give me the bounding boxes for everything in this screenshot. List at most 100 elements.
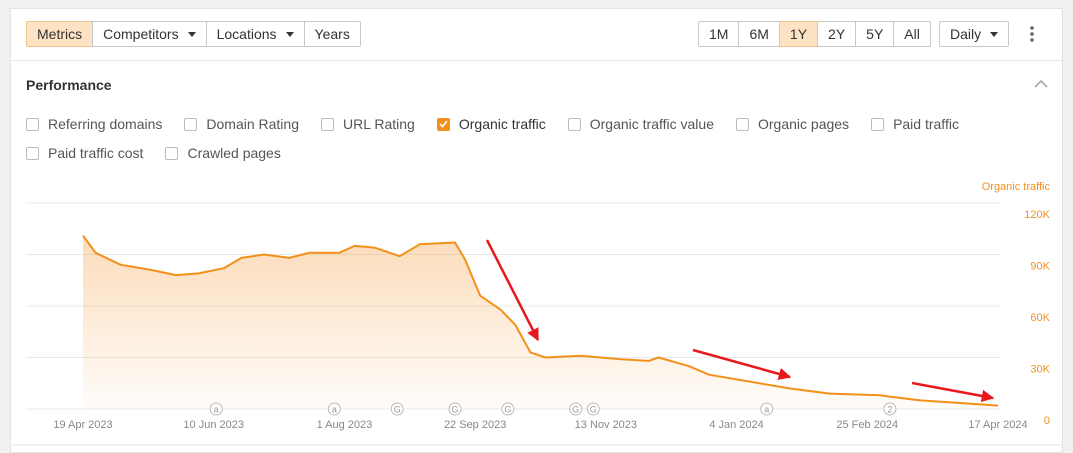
checkbox <box>567 117 581 131</box>
range-label: 2Y <box>828 26 846 42</box>
plot: 0 30K 60K 90K 120K 19 Apr 2023 10 Jun 2023 1 Au… <box>26 202 1051 431</box>
y-tick-label: 60K <box>1030 312 1050 324</box>
tab-label: Metrics <box>37 26 83 42</box>
section-title: Performance <box>26 77 112 93</box>
range-label: 1M <box>709 26 729 42</box>
event-marker <box>209 402 223 416</box>
line <box>82 235 999 407</box>
arrow <box>485 239 540 342</box>
checkbox <box>736 117 749 131</box>
range-button[interactable]: All <box>893 21 931 47</box>
event-marker-label: G <box>452 405 459 415</box>
tab-label: Years <box>314 26 350 42</box>
metric-label: Domain Rating <box>206 116 299 132</box>
tab-button[interactable]: Locations <box>205 21 305 47</box>
metric-label: Crawled pages <box>187 145 281 161</box>
interval-group: Daily <box>939 21 1010 47</box>
checkbox <box>321 117 334 131</box>
checkbox <box>184 117 198 131</box>
range-button[interactable]: 6M <box>738 21 780 47</box>
event-marker <box>586 402 600 416</box>
caret <box>990 31 999 37</box>
metric-toggle[interactable]: URL Rating <box>321 115 415 133</box>
event-marker-label: a <box>214 405 219 415</box>
y-tick-label: 0 <box>1044 415 1050 427</box>
event-marker <box>448 402 462 416</box>
y-tick-label: 30K <box>1030 364 1050 376</box>
event-marker-label: G <box>394 405 401 415</box>
x-tick-label: 25 Feb 2024 <box>836 419 898 431</box>
range-button[interactable]: 1M <box>698 21 740 47</box>
y-tick-label: 90K <box>1030 261 1050 273</box>
checkbox <box>871 117 885 131</box>
metric-toggle[interactable]: Organic pages <box>736 115 849 133</box>
metric-toggle[interactable]: Domain Rating <box>184 115 299 133</box>
interval-label: Daily <box>950 26 982 42</box>
caret <box>187 31 196 37</box>
x-tick-label: 4 Jan 2024 <box>709 419 763 431</box>
metric-toggle[interactable]: Referring domains <box>26 115 162 133</box>
annotation-arrows <box>485 239 995 403</box>
metric-toggle[interactable]: Crawled pages <box>165 144 281 162</box>
metric-label: Paid traffic cost <box>48 145 144 161</box>
arrow <box>692 348 792 381</box>
range-label: 1Y <box>789 26 808 42</box>
checkbox <box>436 117 450 131</box>
tab-button[interactable]: Competitors <box>92 21 207 47</box>
metric-label: Organic traffic <box>458 116 546 132</box>
arrow <box>911 381 995 403</box>
event-marker-label: a <box>764 405 769 415</box>
checkbox <box>26 117 39 131</box>
metric-toggle[interactable]: Organic traffic value <box>567 115 714 133</box>
event-marker-label: 2 <box>887 405 892 415</box>
event-marker <box>327 402 341 416</box>
metric-toggle[interactable]: Paid traffic <box>871 115 959 133</box>
metric-toggle[interactable]: Paid traffic cost <box>26 144 143 162</box>
y-axis-label: Organic traffic <box>982 181 1051 193</box>
x-tick-label: 17 Apr 2024 <box>968 419 1027 431</box>
tab-button[interactable]: Years <box>303 21 361 47</box>
tab-label: Competitors <box>103 26 179 42</box>
range-label: 6M <box>749 26 769 42</box>
checkbox <box>165 146 179 160</box>
metric-label: URL Rating <box>343 116 415 132</box>
area <box>83 235 998 409</box>
event-marker-label: G <box>504 405 511 415</box>
event-marker <box>760 402 774 416</box>
metric-label: Paid traffic <box>893 116 959 132</box>
event-marker-label: a <box>332 405 337 415</box>
caret <box>285 31 294 37</box>
metric-label: Referring domains <box>48 116 163 132</box>
range-label: 5Y <box>866 26 884 42</box>
metric-toggle[interactable]: Organic traffic <box>436 115 546 133</box>
more-menu[interactable] <box>1026 25 1038 43</box>
metric-list: Referring domains Domain Rating URL Rating… <box>26 115 1056 162</box>
interval-dropdown[interactable]: Daily <box>939 21 1010 47</box>
tab-label: Locations <box>216 26 277 42</box>
event-marker <box>501 402 515 416</box>
range-button[interactable]: 1Y <box>778 21 819 47</box>
x-tick-label: 13 Nov 2023 <box>575 419 637 431</box>
metric-label: Organic pages <box>758 116 850 132</box>
event-marker-label: G <box>572 405 579 415</box>
collapse-toggle[interactable] <box>1034 79 1048 89</box>
x-tick-label: 1 Aug 2023 <box>317 419 373 431</box>
x-tick-label: 19 Apr 2023 <box>53 419 112 431</box>
check-mark <box>439 120 448 128</box>
range-button[interactable]: 2Y <box>817 21 857 47</box>
y-tick-label: 120K <box>1024 209 1050 221</box>
event-marker <box>569 402 583 416</box>
checkbox <box>26 146 39 160</box>
x-tick-label: 22 Sep 2023 <box>444 419 506 431</box>
x-tick-label: 10 Jun 2023 <box>183 419 244 431</box>
metric-label: Organic traffic value <box>589 116 714 132</box>
divider <box>10 60 1063 61</box>
event-marker <box>390 402 404 416</box>
range-label: All <box>904 26 920 42</box>
tab-group: Metrics Competitors Locations Years <box>26 21 361 47</box>
tab-button[interactable]: Metrics <box>26 21 94 47</box>
range-group: 1M 6M 1Y 2Y 5Y All <box>698 21 931 47</box>
range-button[interactable]: 5Y <box>855 21 895 47</box>
